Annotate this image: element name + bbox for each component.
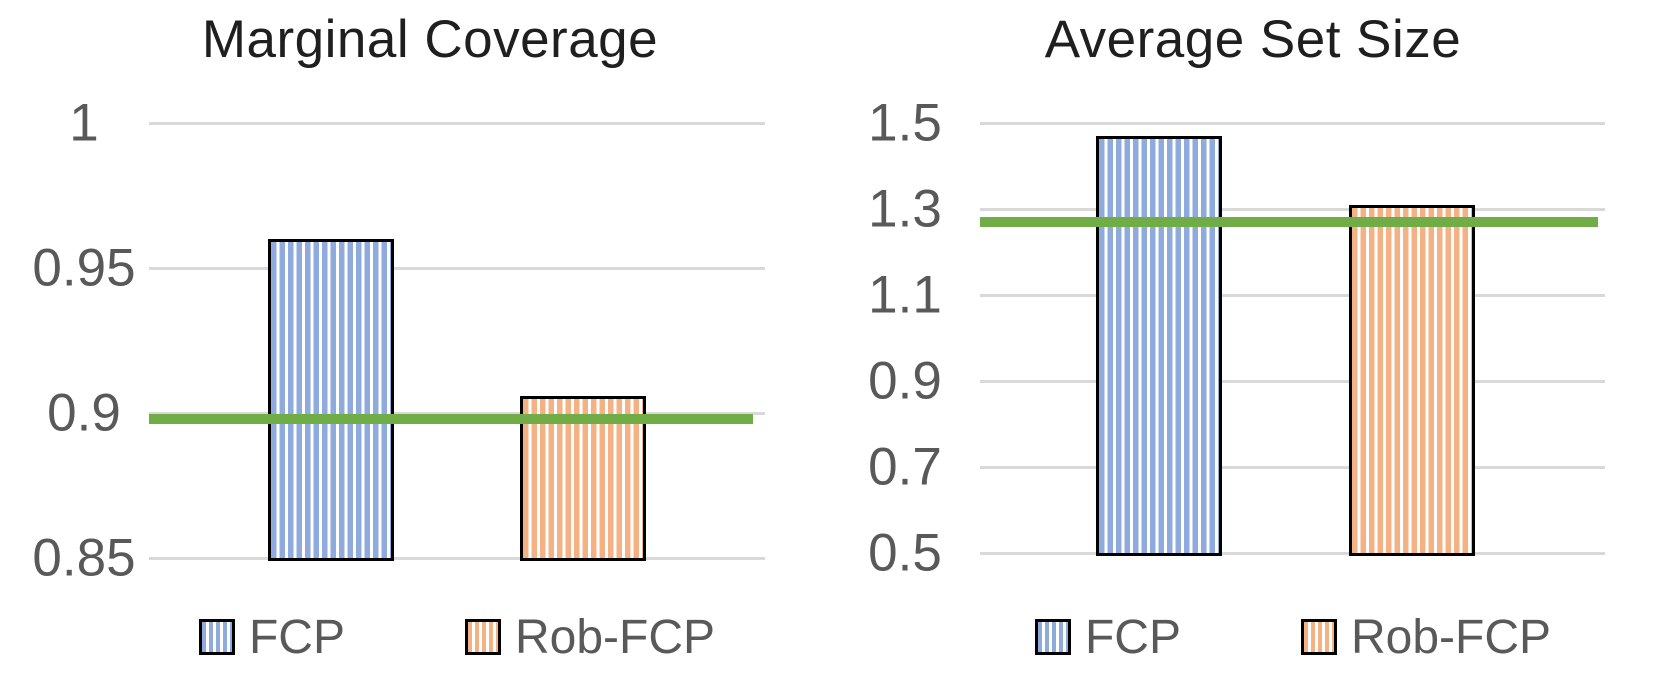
rob-fcp-swatch-icon [464,619,501,655]
legend-label-fcp: FCP [1084,610,1181,664]
gridline [980,207,1605,211]
gridline [149,556,765,560]
y-tick-label: 1.3 [868,179,942,239]
gridline [149,266,765,270]
y-tick-label: 0.9 [868,351,942,411]
legend-item-fcp: FCP [198,610,345,665]
y-tick-label: 0.95 [32,238,136,298]
gridline [980,379,1605,383]
legend-label-rob-fcp: Rob-FCP [1350,610,1552,664]
legend-label-fcp: FCP [248,610,345,664]
legend-item-rob-fcp: Rob-FCP [1300,610,1552,665]
gridline [149,411,765,415]
gridline [980,293,1605,297]
gridline [980,121,1605,125]
bar-fcp [1096,135,1222,556]
gridline [149,121,765,125]
reference-line [149,413,753,424]
legend-label-rob-fcp: Rob-FCP [514,610,716,664]
y-tick-label: 0.85 [32,528,136,588]
gridline [980,551,1605,555]
chart-title: Average Set Size [1044,10,1462,69]
reference-line [980,216,1598,227]
gridline [980,465,1605,469]
y-tick-label: 1.1 [868,265,942,325]
fcp-swatch-icon [198,619,235,655]
y-tick-label: 0.7 [868,437,942,497]
legend: FCP Rob-FCP [973,606,1613,668]
legend-item-rob-fcp: Rob-FCP [464,610,716,665]
legend-item-fcp: FCP [1034,610,1181,665]
y-tick-label: 0.9 [47,383,121,443]
y-tick-label: 0.5 [868,523,942,583]
legend: FCP Rob-FCP [137,606,777,668]
bar-rob-fcp [1349,204,1475,556]
chart-title: Marginal Coverage [201,10,659,69]
fcp-swatch-icon [1034,619,1071,655]
y-tick-label: 1.5 [868,93,942,153]
bar-fcp [268,239,394,561]
rob-fcp-swatch-icon [1300,619,1337,655]
y-tick-label: 1 [69,93,99,153]
